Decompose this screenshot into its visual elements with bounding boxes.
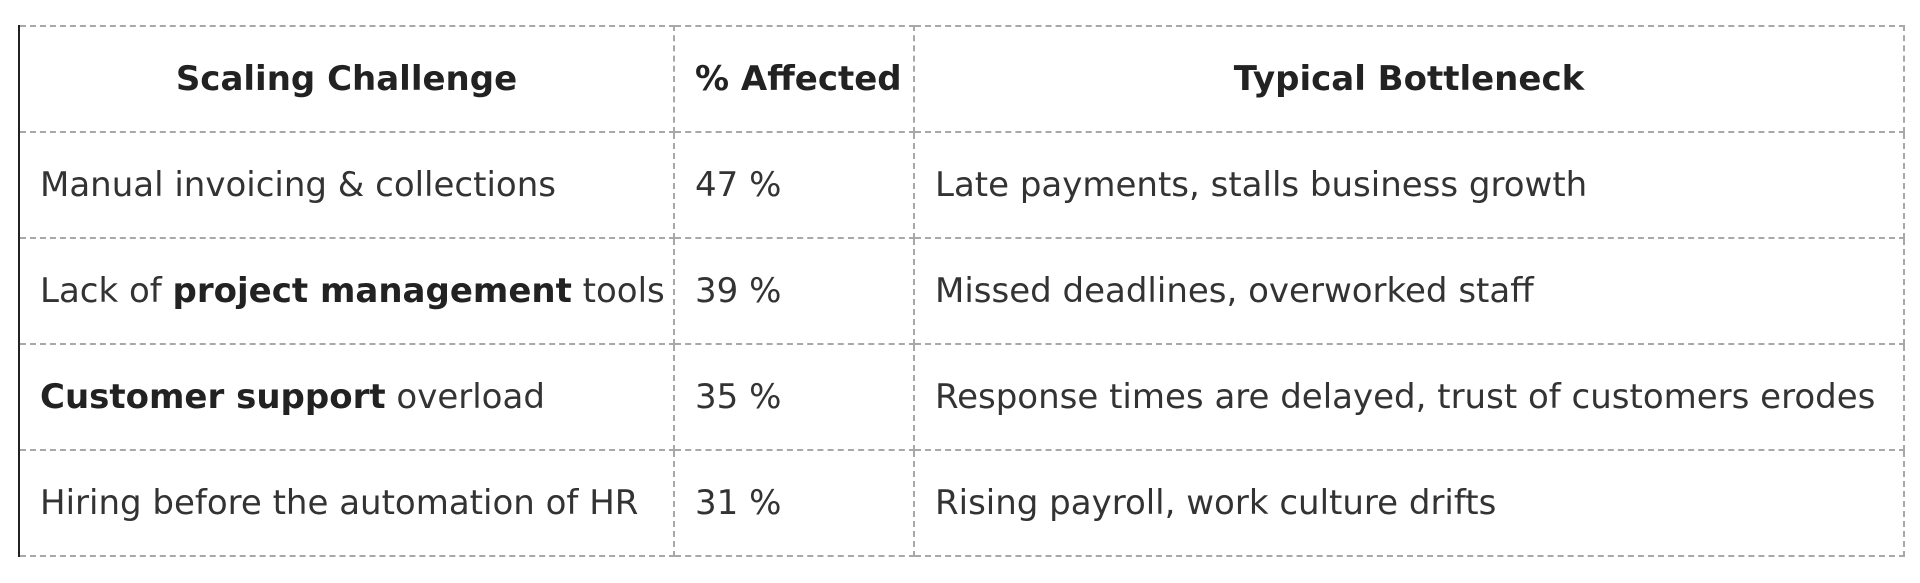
header-scaling-challenge: Scaling Challenge — [18, 25, 675, 133]
affected-cell: 39 % — [673, 237, 915, 345]
bottleneck-cell: Missed deadlines, overworked staff — [913, 237, 1905, 345]
challenge-emphasis: Customer support — [40, 376, 386, 417]
challenge-cell: Manual invoicing & collections — [18, 131, 675, 239]
bottleneck-cell: Response times are delayed, trust of cus… — [913, 343, 1905, 451]
challenge-text: Manual invoicing & collections — [40, 164, 556, 205]
challenge-text-suffix: tools — [571, 270, 665, 311]
challenge-text: Lack of — [40, 270, 173, 311]
challenge-text: Hiring before the automation of HR — [40, 482, 639, 523]
challenge-cell: Lack of project management tools — [18, 237, 675, 345]
table-row: Manual invoicing & collections 47 % Late… — [18, 131, 1905, 239]
table-row: Customer support overload 35 % Response … — [18, 343, 1905, 451]
table-row: Hiring before the automation of HR 31 % … — [18, 449, 1905, 557]
table-header: Scaling Challenge % Affected Typical Bot… — [18, 25, 1905, 133]
challenge-cell: Customer support overload — [18, 343, 675, 451]
affected-cell: 31 % — [673, 449, 915, 557]
bottleneck-cell: Late payments, stalls business growth — [913, 131, 1905, 239]
bottleneck-cell: Rising payroll, work culture drifts — [913, 449, 1905, 557]
challenge-emphasis: project management — [172, 270, 572, 311]
scaling-challenges-table-container: Scaling Challenge % Affected Typical Bot… — [18, 25, 1905, 557]
scaling-challenges-table: Scaling Challenge % Affected Typical Bot… — [18, 25, 1905, 557]
table-row: Lack of project management tools 39 % Mi… — [18, 237, 1905, 345]
header-typical-bottleneck: Typical Bottleneck — [913, 25, 1905, 133]
challenge-text-suffix: overload — [385, 376, 545, 417]
affected-cell: 35 % — [673, 343, 915, 451]
affected-cell: 47 % — [673, 131, 915, 239]
header-percent-affected: % Affected — [673, 25, 915, 133]
challenge-cell: Hiring before the automation of HR — [18, 449, 675, 557]
table-body: Manual invoicing & collections 47 % Late… — [18, 131, 1905, 557]
header-row: Scaling Challenge % Affected Typical Bot… — [18, 25, 1905, 133]
